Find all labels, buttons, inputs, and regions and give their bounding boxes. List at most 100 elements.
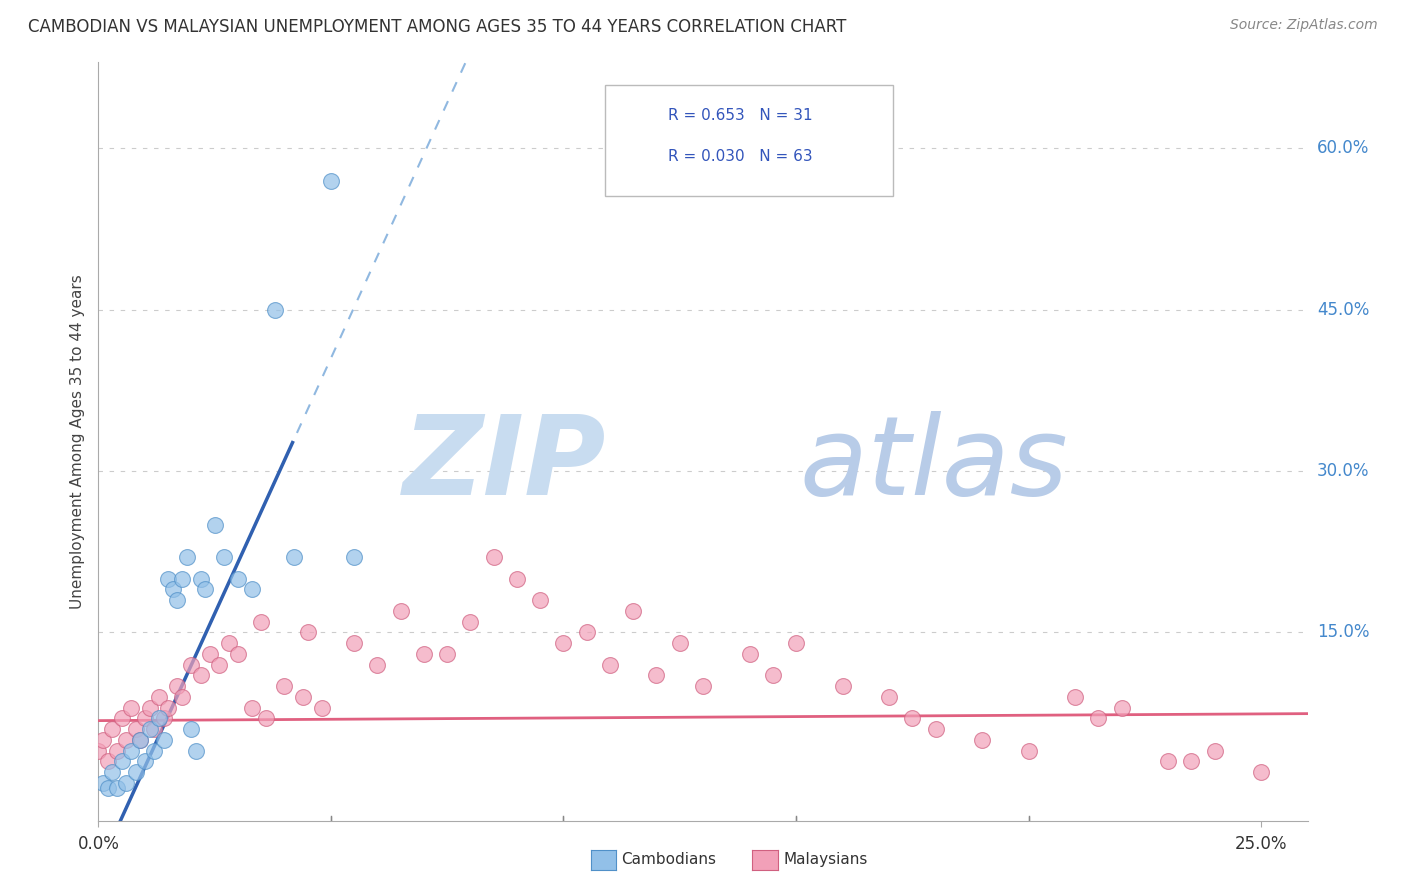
Point bbox=[129, 733, 152, 747]
Point bbox=[831, 679, 853, 693]
Text: 15.0%: 15.0% bbox=[1317, 624, 1369, 641]
Point bbox=[762, 668, 785, 682]
Point bbox=[129, 733, 152, 747]
Point bbox=[529, 593, 551, 607]
Point bbox=[506, 572, 529, 586]
Point bbox=[120, 700, 142, 714]
Point bbox=[184, 744, 207, 758]
Point bbox=[152, 733, 174, 747]
Point bbox=[785, 636, 807, 650]
Point bbox=[283, 550, 305, 565]
Point bbox=[166, 593, 188, 607]
Text: ZIP: ZIP bbox=[402, 411, 606, 517]
Point bbox=[1250, 765, 1272, 780]
Point bbox=[668, 636, 690, 650]
Point bbox=[1111, 700, 1133, 714]
Point bbox=[204, 517, 226, 532]
Point bbox=[115, 776, 138, 790]
Point bbox=[240, 700, 263, 714]
Point bbox=[111, 755, 134, 769]
Point bbox=[1018, 744, 1040, 758]
Point bbox=[143, 744, 166, 758]
Point bbox=[194, 582, 217, 597]
Point bbox=[208, 657, 231, 672]
Point bbox=[124, 723, 146, 737]
Point bbox=[172, 572, 194, 586]
Text: Cambodians: Cambodians bbox=[621, 853, 717, 867]
Text: 45.0%: 45.0% bbox=[1317, 301, 1369, 318]
Point bbox=[311, 700, 333, 714]
Point bbox=[366, 657, 388, 672]
Point bbox=[120, 744, 142, 758]
Point bbox=[172, 690, 194, 704]
Point bbox=[91, 776, 114, 790]
Point bbox=[264, 302, 287, 317]
Point bbox=[240, 582, 263, 597]
Point bbox=[226, 572, 249, 586]
Point bbox=[553, 636, 575, 650]
Text: R = 0.653   N = 31: R = 0.653 N = 31 bbox=[668, 109, 813, 123]
Point bbox=[87, 744, 110, 758]
Point bbox=[343, 636, 366, 650]
Point bbox=[738, 647, 761, 661]
Point bbox=[970, 733, 993, 747]
Point bbox=[180, 723, 202, 737]
Point bbox=[180, 657, 202, 672]
Point bbox=[212, 550, 235, 565]
Point bbox=[1157, 755, 1180, 769]
Point bbox=[460, 615, 482, 629]
Text: R = 0.030   N = 63: R = 0.030 N = 63 bbox=[668, 149, 813, 163]
Text: Source: ZipAtlas.com: Source: ZipAtlas.com bbox=[1230, 18, 1378, 32]
Point bbox=[877, 690, 900, 704]
Point bbox=[105, 781, 128, 796]
Point bbox=[176, 550, 198, 565]
Y-axis label: Unemployment Among Ages 35 to 44 years: Unemployment Among Ages 35 to 44 years bbox=[69, 274, 84, 609]
Point bbox=[166, 679, 188, 693]
Point bbox=[101, 723, 124, 737]
Point bbox=[413, 647, 436, 661]
Point bbox=[115, 733, 138, 747]
Point bbox=[621, 604, 644, 618]
Point bbox=[292, 690, 315, 704]
Point bbox=[124, 765, 146, 780]
Point bbox=[901, 711, 924, 725]
Point bbox=[162, 582, 184, 597]
Point bbox=[111, 711, 134, 725]
Point bbox=[218, 636, 240, 650]
Point bbox=[157, 700, 180, 714]
Point bbox=[105, 744, 128, 758]
Point bbox=[152, 711, 174, 725]
Point bbox=[226, 647, 249, 661]
Text: 60.0%: 60.0% bbox=[1317, 139, 1369, 158]
Point bbox=[138, 723, 160, 737]
Text: Malaysians: Malaysians bbox=[783, 853, 868, 867]
Point bbox=[148, 690, 170, 704]
Point bbox=[1204, 744, 1226, 758]
Point bbox=[297, 625, 319, 640]
Point bbox=[343, 550, 366, 565]
Text: 30.0%: 30.0% bbox=[1317, 462, 1369, 480]
Point bbox=[148, 711, 170, 725]
Point bbox=[190, 668, 212, 682]
Point bbox=[97, 755, 120, 769]
Point bbox=[91, 733, 114, 747]
Point bbox=[254, 711, 277, 725]
Point bbox=[924, 723, 946, 737]
Point bbox=[198, 647, 221, 661]
Text: atlas: atlas bbox=[800, 411, 1069, 517]
Point bbox=[190, 572, 212, 586]
Point bbox=[273, 679, 295, 693]
Point bbox=[143, 723, 166, 737]
Point bbox=[157, 572, 180, 586]
Point bbox=[575, 625, 598, 640]
Point bbox=[436, 647, 458, 661]
Point bbox=[389, 604, 412, 618]
Point bbox=[134, 711, 156, 725]
Point bbox=[250, 615, 273, 629]
Point bbox=[1064, 690, 1087, 704]
Point bbox=[645, 668, 668, 682]
Text: CAMBODIAN VS MALAYSIAN UNEMPLOYMENT AMONG AGES 35 TO 44 YEARS CORRELATION CHART: CAMBODIAN VS MALAYSIAN UNEMPLOYMENT AMON… bbox=[28, 18, 846, 36]
Point bbox=[101, 765, 124, 780]
Point bbox=[692, 679, 714, 693]
Point bbox=[482, 550, 505, 565]
